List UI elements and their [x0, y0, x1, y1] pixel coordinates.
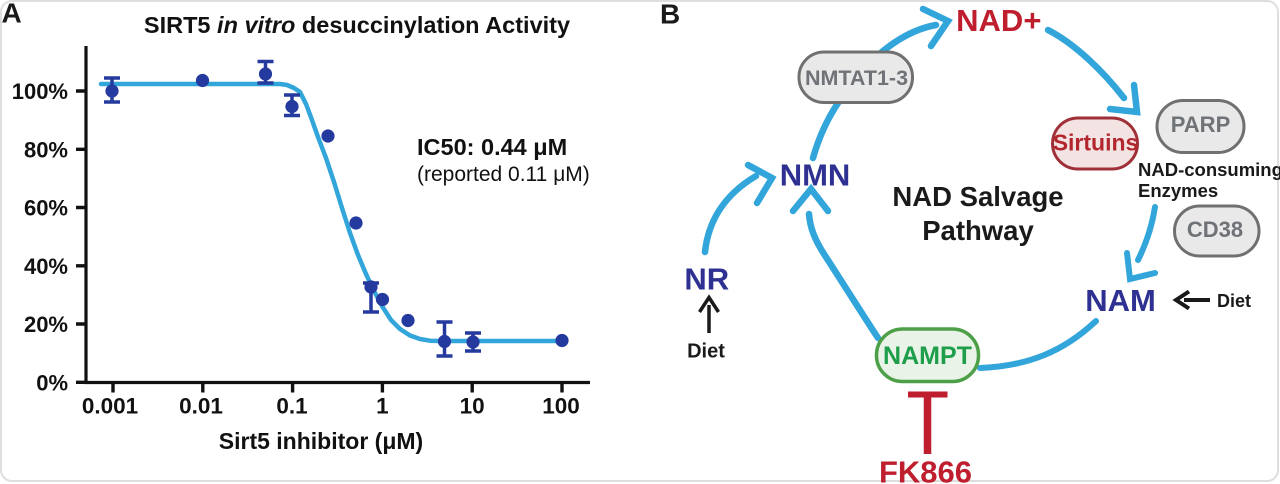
svg-text:0.1: 0.1 [276, 394, 307, 419]
svg-text:0.01: 0.01 [179, 394, 223, 419]
svg-text:40%: 40% [24, 254, 68, 279]
svg-text:NMTAT1-3: NMTAT1-3 [805, 66, 908, 90]
svg-text:100: 100 [542, 394, 580, 419]
svg-text:NAD+: NAD+ [956, 3, 1041, 38]
svg-text:100%: 100% [12, 79, 68, 104]
svg-text:NR: NR [684, 262, 729, 297]
svg-text:Sirtuins: Sirtuins [1053, 130, 1139, 156]
svg-text:0%: 0% [36, 370, 68, 395]
svg-text:CD38: CD38 [1187, 217, 1243, 242]
svg-text:(reported 0.11 μM): (reported 0.11 μM) [417, 163, 590, 186]
svg-text:IC50: 0.44 μM: IC50: 0.44 μM [417, 134, 567, 160]
svg-text:NAMPT: NAMPT [883, 342, 972, 370]
svg-text:20%: 20% [24, 312, 68, 337]
svg-text:NAD Salvage: NAD Salvage [892, 181, 1063, 212]
svg-text:Enzymes: Enzymes [1138, 180, 1218, 201]
svg-text:Sirt5 inhibitor (μM): Sirt5 inhibitor (μM) [219, 428, 423, 454]
svg-text:1: 1 [376, 394, 389, 419]
svg-text:A: A [2, 0, 22, 29]
svg-text:10: 10 [460, 394, 485, 419]
svg-text:60%: 60% [24, 196, 68, 221]
svg-text:B: B [660, 0, 680, 30]
svg-text:Pathway: Pathway [922, 215, 1034, 246]
svg-text:NAD-consuming: NAD-consuming [1138, 159, 1280, 180]
svg-text:NAM: NAM [1085, 283, 1156, 318]
svg-text:FK866: FK866 [879, 455, 972, 484]
svg-text:NMN: NMN [780, 158, 851, 193]
svg-text:80%: 80% [24, 137, 68, 162]
svg-text:PARP: PARP [1171, 112, 1231, 137]
svg-text:SIRT5 in vitro desuccinylation: SIRT5 in vitro desuccinylation Activity [144, 12, 570, 38]
svg-text:Diet: Diet [687, 341, 725, 363]
svg-text:Diet: Diet [1217, 291, 1251, 311]
svg-text:0.001: 0.001 [82, 394, 138, 419]
